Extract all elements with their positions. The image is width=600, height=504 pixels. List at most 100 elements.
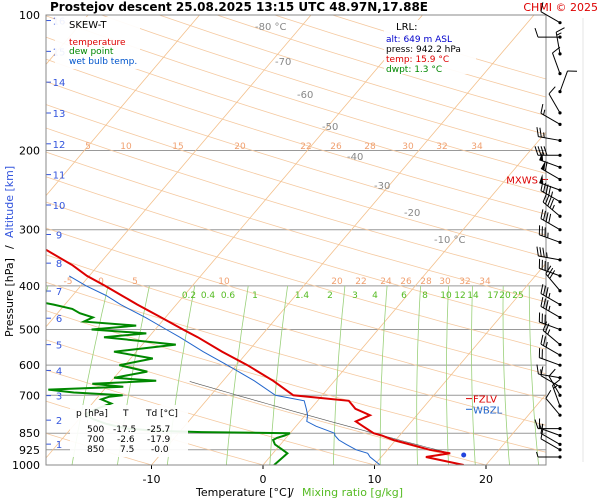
- isobar-grid: [46, 15, 546, 465]
- wind-barb-staff: [539, 322, 560, 330]
- altitude-tick-label: 13: [53, 109, 66, 120]
- altitude-tick-label: 8: [56, 259, 62, 270]
- dry-adiabat-line: [0, 15, 600, 465]
- lrl-title: LRL:: [396, 22, 417, 33]
- y-axis-title-group: Pressure [hPa] / Altitude [km]: [3, 166, 16, 337]
- wind-barb-dot: [558, 189, 561, 192]
- wind-barb-half-feather: [544, 110, 545, 115]
- plot-frame: [46, 15, 546, 465]
- wind-barb-dot: [558, 52, 561, 55]
- wind-barb-dot: [558, 258, 561, 261]
- wind-barb-pennant: [539, 174, 543, 184]
- mixing-ratio-label: 17: [487, 291, 498, 301]
- mixing-ratio-label: 10: [440, 291, 452, 301]
- dry-adiabat-line: [0, 15, 600, 465]
- dry-adiabat-line: [0, 15, 600, 465]
- altitude-tick-label: 12: [53, 140, 66, 151]
- altitude-tick-label: 4: [56, 366, 62, 377]
- wind-barb-half-feather: [544, 132, 545, 137]
- temperature-tick-label: -10: [143, 473, 161, 486]
- pressure-tick-label: 400: [19, 280, 40, 293]
- y-axis-separator: /: [3, 245, 16, 249]
- wind-barb: [539, 348, 561, 367]
- level-table: p [hPa] T Td [°C] 500 -17.5 -25.7 700 -2…: [70, 405, 188, 457]
- wind-barb-feather: [556, 28, 564, 33]
- dew-point-line: [0, 15, 290, 465]
- wind-barb-feather: [544, 286, 546, 295]
- y-axis-altitude-title: Altitude [km]: [3, 166, 16, 238]
- legend-wet-bulb: wet bulb temp.: [69, 57, 137, 67]
- wind-barb-feather: [544, 299, 546, 308]
- pressure-tick-label: 1000: [12, 459, 40, 472]
- wind-barb-dot: [558, 215, 561, 218]
- mixing-ratio-line: [472, 286, 476, 465]
- wbzl-label: WBZL: [473, 405, 503, 416]
- table-cell-td: -25.7: [147, 425, 170, 435]
- pressure-tick-label: 600: [19, 359, 40, 372]
- wind-barb-dot: [558, 448, 561, 451]
- mixing-ratio-label: 14: [467, 291, 479, 301]
- altitude-tick-label: 6: [56, 314, 62, 325]
- wind-barb-half-feather: [557, 33, 562, 35]
- wind-barb-feather: [544, 211, 546, 220]
- wind-barb-dot: [558, 354, 561, 357]
- isotherm-label: -40: [347, 152, 363, 163]
- mxws-label: MXWS: [506, 175, 538, 186]
- wind-barb-dot: [558, 123, 561, 126]
- pressure-tick-label: 925: [19, 444, 40, 457]
- wind-barb-staff: [541, 306, 560, 317]
- wind-barb-dot: [558, 36, 561, 39]
- wind-barb-feather: [541, 209, 543, 218]
- table-cell-td: -0.0: [151, 445, 169, 455]
- pressure-tick-label: 500: [19, 324, 40, 337]
- dry-adiabat-label-200: 20: [234, 142, 246, 152]
- wind-barb-staff: [541, 219, 560, 230]
- dry-adiabat-label-400: 34: [479, 277, 491, 287]
- wind-barb: [556, 28, 564, 56]
- dry-adiabat-line: [0, 15, 600, 465]
- lrl-box: LRL: alt: 649 m ASL press: 942.2 hPa tem…: [384, 20, 476, 75]
- mixing-ratio-label: 0.6: [221, 291, 236, 301]
- wind-barb-feather: [550, 199, 553, 208]
- pressure-tick-label: 300: [19, 224, 40, 237]
- dry-adiabat-line: [0, 15, 598, 465]
- mixing-ratio-line: [529, 286, 538, 465]
- mixing-ratio-label: 1: [252, 291, 258, 301]
- wind-barb: [537, 127, 562, 142]
- mixing-ratio-label: 1.4: [295, 291, 310, 301]
- wind-barb-feather: [549, 369, 555, 376]
- temperature-tick-label: 10: [368, 473, 382, 486]
- dry-adiabat-label-400: 30: [439, 277, 451, 287]
- wind-barb-feather: [541, 297, 543, 306]
- wind-barb-dot: [558, 154, 561, 157]
- dry-adiabat-line: [0, 15, 600, 465]
- wind-barb-feather: [541, 335, 543, 344]
- mixing-ratio-label: 25: [512, 291, 523, 301]
- table-cell-t: 7.5: [120, 445, 134, 455]
- dry-adiabat-line: [0, 15, 600, 465]
- table-cell-p: 500: [87, 425, 104, 435]
- altitude-tick-label: 5: [56, 341, 62, 352]
- wind-barb-half-feather: [549, 293, 550, 298]
- wind-barb-staff: [541, 439, 560, 450]
- altitude-tick-label: 9: [56, 230, 62, 241]
- table-cell-td: -17.9: [147, 435, 171, 445]
- wind-barb-dot: [558, 405, 561, 408]
- isotherm-label: -50: [322, 122, 338, 133]
- table-header-td: Td [°C]: [145, 409, 178, 419]
- isotherm-label: -80 °C: [255, 22, 287, 33]
- lrl-dwpt: dwpt: 1.3 °C: [386, 65, 442, 75]
- wind-barb: [535, 28, 562, 39]
- wind-barb-dot: [558, 111, 561, 114]
- dry-adiabat-label-400: 20: [331, 277, 343, 287]
- isotherm-label: -70: [275, 57, 291, 68]
- table-header-p: p [hPa]: [76, 409, 108, 419]
- wind-barb-dot: [558, 274, 561, 277]
- wind-barb-dot: [558, 434, 561, 437]
- dry-adiabat-line: [333, 15, 600, 465]
- wind-barbs: [535, 2, 583, 462]
- dry-adiabat-label-400: -5: [64, 277, 73, 287]
- isotherm-label: -60: [297, 90, 313, 101]
